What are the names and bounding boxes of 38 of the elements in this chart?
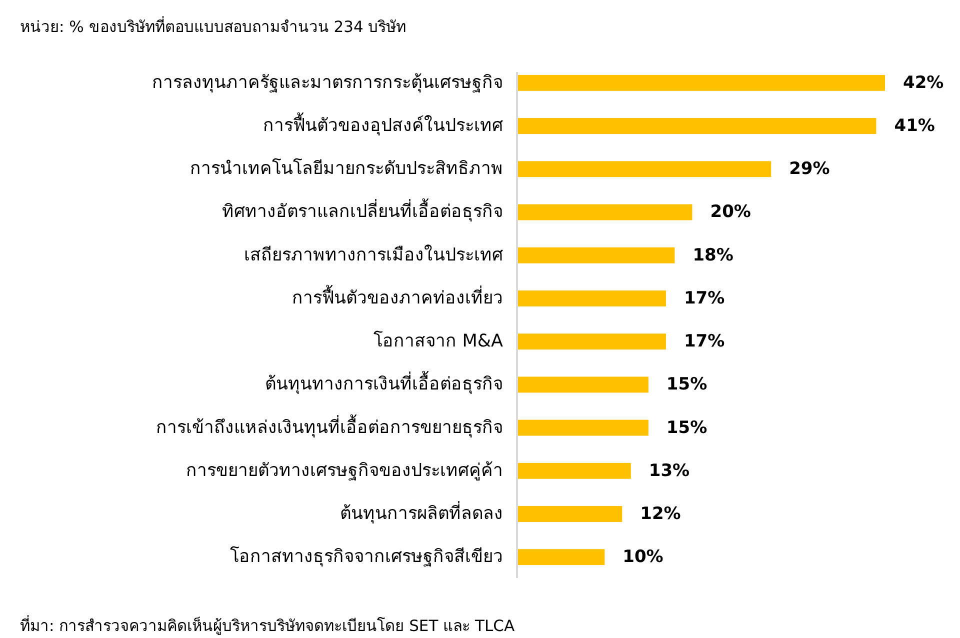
bar xyxy=(517,506,622,522)
data-label: 10% xyxy=(622,547,664,568)
bar xyxy=(517,74,885,91)
y-tick-label: การลงทุนภาครัฐและมาตรการกระตุ้นเศรษฐกิจ xyxy=(152,72,503,93)
y-tick-label: โอกาสทางธุรกิจจากเศรษฐกิจสีเขียว xyxy=(230,546,503,568)
y-tick-label: การขยายตัวทางเศรษฐกิจของประเทศคู่ค้า xyxy=(186,460,503,481)
data-label: 41% xyxy=(894,116,935,136)
bar xyxy=(517,118,876,134)
data-label: 42% xyxy=(903,72,944,93)
data-label: 29% xyxy=(789,159,830,180)
data-label: 15% xyxy=(666,374,708,395)
y-tick-label: ต้นทุนทางการเงินที่เอื้อต่อธุรกิจ xyxy=(265,370,503,395)
data-label: 15% xyxy=(666,418,708,438)
y-tick-label: การฟื้นตัวของภาคท่องเที่ยว xyxy=(292,284,503,308)
bar xyxy=(517,549,605,566)
y-tick-label: การนำเทคโนโลยีมายกระดับประสิทธิภาพ xyxy=(190,158,503,180)
bar xyxy=(517,204,692,220)
bar xyxy=(517,376,648,393)
data-label: 17% xyxy=(684,332,725,352)
y-tick-label: ต้นทุนการผลิตที่ลดลง xyxy=(340,500,503,524)
y-tick-label: เสถียรภาพทางการเมืองในประเทศ xyxy=(244,244,503,266)
bar xyxy=(517,462,631,479)
data-label: 12% xyxy=(640,504,681,524)
y-tick-label: การเข้าถึงแหล่งเงินทุนที่เอื้อต่อการขยายธุรกิจ xyxy=(156,414,503,438)
bar xyxy=(517,290,666,306)
data-label: 13% xyxy=(648,460,690,481)
bar xyxy=(517,161,772,178)
y-tick-label: โอกาสจาก M&A xyxy=(374,330,504,352)
y-tick-label: ทิศทางอัตราแลกเปลี่ยนที่เอื้อต่อธุรกิจ xyxy=(222,198,503,222)
data-label: 17% xyxy=(684,288,725,308)
bar xyxy=(517,334,666,350)
y-tick-label: การฟื้นตัวของอุปสงค์ในประเทศ xyxy=(263,112,503,136)
text: ที่มา: การสำรวจความคิดเห็นผู้บริหารบริษัทจดทะเบียนโดย SET และ TLCA xyxy=(20,615,515,636)
text: หน่วย: % ของบริษัทที่ตอบแบบสอบถามจำนวน 234 บริษัท xyxy=(20,16,406,36)
bar xyxy=(517,247,675,264)
data-label: 18% xyxy=(692,245,734,266)
bar xyxy=(517,420,648,436)
data-label: 20% xyxy=(710,202,751,222)
